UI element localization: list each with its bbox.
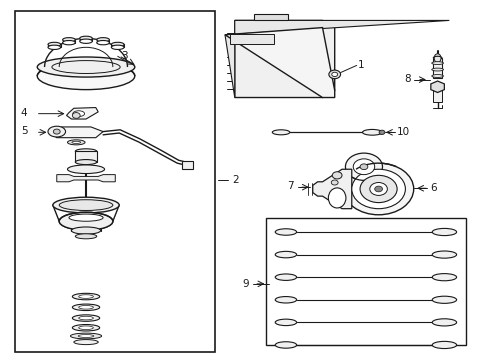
Ellipse shape xyxy=(72,315,100,321)
Polygon shape xyxy=(57,175,115,182)
Ellipse shape xyxy=(431,341,456,348)
Ellipse shape xyxy=(275,297,296,303)
Ellipse shape xyxy=(72,293,100,300)
Ellipse shape xyxy=(328,188,345,208)
Ellipse shape xyxy=(431,274,456,281)
Circle shape xyxy=(351,169,405,209)
Bar xyxy=(182,161,192,168)
Circle shape xyxy=(328,70,340,79)
Ellipse shape xyxy=(111,45,124,49)
Bar xyxy=(75,151,97,162)
Ellipse shape xyxy=(362,130,381,135)
Polygon shape xyxy=(312,169,351,209)
Polygon shape xyxy=(234,21,334,98)
Circle shape xyxy=(331,172,341,179)
Polygon shape xyxy=(66,108,98,119)
Text: 1: 1 xyxy=(357,60,364,70)
Ellipse shape xyxy=(275,319,296,325)
Text: 10: 10 xyxy=(396,127,409,136)
Circle shape xyxy=(359,175,396,203)
Polygon shape xyxy=(224,21,448,98)
Text: 7: 7 xyxy=(286,181,293,192)
Ellipse shape xyxy=(431,319,456,326)
Ellipse shape xyxy=(431,75,443,77)
Ellipse shape xyxy=(37,62,135,90)
Circle shape xyxy=(345,153,382,180)
Ellipse shape xyxy=(72,304,100,311)
Ellipse shape xyxy=(67,165,104,174)
Ellipse shape xyxy=(79,295,93,298)
Ellipse shape xyxy=(59,212,113,230)
Ellipse shape xyxy=(431,68,443,71)
Ellipse shape xyxy=(72,324,100,331)
Polygon shape xyxy=(254,14,288,21)
Ellipse shape xyxy=(80,39,92,43)
Circle shape xyxy=(53,129,60,134)
Bar xyxy=(432,87,441,102)
Ellipse shape xyxy=(70,333,102,339)
Ellipse shape xyxy=(78,334,94,337)
Ellipse shape xyxy=(431,251,456,258)
Bar xyxy=(15,12,215,352)
Bar xyxy=(229,34,273,44)
Ellipse shape xyxy=(74,339,98,345)
Ellipse shape xyxy=(62,41,75,45)
Polygon shape xyxy=(49,127,103,138)
Ellipse shape xyxy=(431,296,456,303)
Ellipse shape xyxy=(62,38,75,42)
Ellipse shape xyxy=(275,251,296,258)
Ellipse shape xyxy=(69,214,103,221)
Text: 9: 9 xyxy=(242,279,249,289)
Ellipse shape xyxy=(75,234,97,239)
Bar xyxy=(432,58,441,78)
Ellipse shape xyxy=(272,130,289,135)
Ellipse shape xyxy=(275,274,296,280)
Circle shape xyxy=(72,113,80,118)
Circle shape xyxy=(330,180,337,185)
Circle shape xyxy=(352,159,374,175)
Ellipse shape xyxy=(111,42,124,46)
Text: 5: 5 xyxy=(21,126,28,136)
Polygon shape xyxy=(224,28,334,98)
Text: 2: 2 xyxy=(232,175,239,185)
Text: 8: 8 xyxy=(403,74,410,84)
Text: 6: 6 xyxy=(429,183,435,193)
Ellipse shape xyxy=(97,41,109,45)
Ellipse shape xyxy=(431,228,456,235)
Text: 4: 4 xyxy=(21,108,27,118)
Ellipse shape xyxy=(433,54,440,62)
Ellipse shape xyxy=(48,45,61,49)
Ellipse shape xyxy=(80,36,92,41)
Ellipse shape xyxy=(79,306,93,309)
Circle shape xyxy=(343,163,413,215)
Polygon shape xyxy=(430,81,444,93)
Circle shape xyxy=(331,72,337,77)
Text: 3: 3 xyxy=(121,50,127,60)
Circle shape xyxy=(374,186,382,192)
Bar xyxy=(266,218,466,345)
Ellipse shape xyxy=(275,342,296,348)
Ellipse shape xyxy=(73,111,84,117)
Ellipse shape xyxy=(75,149,97,154)
Ellipse shape xyxy=(71,227,101,234)
Ellipse shape xyxy=(275,229,296,235)
Circle shape xyxy=(369,183,386,195)
Ellipse shape xyxy=(79,326,93,329)
Ellipse shape xyxy=(59,200,113,211)
Ellipse shape xyxy=(97,38,109,42)
Circle shape xyxy=(378,130,384,134)
Ellipse shape xyxy=(72,141,81,143)
Ellipse shape xyxy=(79,316,93,320)
Ellipse shape xyxy=(48,42,61,46)
Circle shape xyxy=(359,164,367,170)
Ellipse shape xyxy=(37,57,135,77)
Ellipse shape xyxy=(75,159,97,165)
Ellipse shape xyxy=(67,140,85,145)
Ellipse shape xyxy=(48,126,65,137)
Ellipse shape xyxy=(431,62,443,64)
Ellipse shape xyxy=(53,197,119,213)
